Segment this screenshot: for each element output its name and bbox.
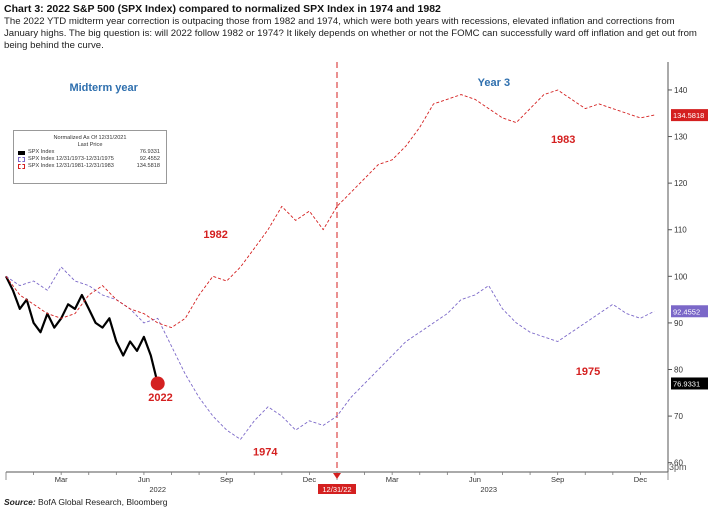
end-value-box-1974 [671, 305, 708, 318]
divider-marker [333, 473, 341, 479]
source-note: Source: BofA Global Research, Bloomberg [4, 497, 168, 507]
y-tick-label: 130 [674, 133, 688, 142]
callout-2022: 2022 [148, 392, 172, 404]
series-line-spx [5, 275, 159, 384]
x-year-label: 2022 [149, 485, 166, 494]
callout-1975: 1975 [576, 366, 600, 378]
legend: Normalized As Of 12/31/2021 Last Price S… [13, 130, 167, 184]
callout-1974: 1974 [253, 447, 278, 459]
legend-item-1982: SPX Index 12/31/1981-12/31/1983 134.5818 [18, 163, 166, 170]
x-axis: Mar Jun Sep Dec Mar Jun Sep Dec 2022 2023 3pm [5, 462, 687, 494]
x-tick-label: Jun [469, 475, 481, 484]
y-tick-label: 100 [674, 272, 688, 281]
y-tick-label: 120 [674, 179, 688, 188]
year-divider: 12/31/22 [318, 62, 356, 494]
legend-swatch-1982 [18, 164, 25, 169]
y-tick-label: 110 [674, 226, 687, 235]
end-value-label-spx: 76.9331 [673, 379, 700, 388]
x-tick-label: Sep [551, 475, 564, 484]
end-value-box-1982 [671, 109, 708, 122]
chart-title: Chart 3: 2022 S&P 500 (SPX Index) compar… [4, 3, 441, 15]
legend-swatch-spx [18, 151, 25, 155]
end-value-label-1982: 134.5818 [673, 111, 704, 120]
x-tick-label: Mar [386, 475, 399, 484]
x-tick-label: Dec [303, 475, 317, 484]
axis-suffix-label: 3pm [669, 462, 687, 472]
divider-label-box [318, 484, 356, 494]
legend-swatch-1974 [18, 157, 25, 162]
x-tick-label: Dec [634, 475, 648, 484]
y-axis: 60 70 80 90 100 110 120 130 140 [667, 62, 688, 472]
y-tick-label: 60 [674, 459, 683, 468]
series-line-1982 [5, 89, 655, 329]
callout-1982: 1982 [203, 229, 227, 241]
y-tick-label: 90 [674, 319, 683, 328]
end-value-box-spx [671, 377, 708, 390]
x-tick-label: Jun [138, 475, 150, 484]
x-tick-label: Mar [55, 475, 68, 484]
legend-item-spx: SPX Index 76.9331 [18, 149, 166, 156]
legend-item-1974: SPX Index 12/31/1973-12/31/1975 92.4552 [18, 156, 166, 163]
divider-label: 12/31/22 [322, 485, 351, 494]
region-label-year3: Year 3 [478, 77, 510, 89]
region-label-midterm: Midterm year [69, 82, 138, 94]
chart-description: The 2022 YTD midterm year correction is … [4, 16, 697, 51]
series-lines [5, 89, 655, 440]
y-tick-label: 80 [674, 366, 683, 375]
y-tick-label: 140 [674, 86, 688, 95]
x-tick-label: Sep [220, 475, 233, 484]
annotations: 76.9331 92.4552 134.5818 Midterm year Year 3… [69, 77, 708, 459]
x-year-label: 2023 [480, 485, 497, 494]
legend-header: Normalized As Of 12/31/2021 Last Price [53, 135, 127, 148]
spx-end-marker [150, 376, 165, 391]
callout-1983: 1983 [551, 134, 575, 146]
series-line-1974 [5, 266, 655, 440]
end-value-label-1974: 92.4552 [673, 307, 700, 316]
y-tick-label: 70 [674, 412, 683, 421]
